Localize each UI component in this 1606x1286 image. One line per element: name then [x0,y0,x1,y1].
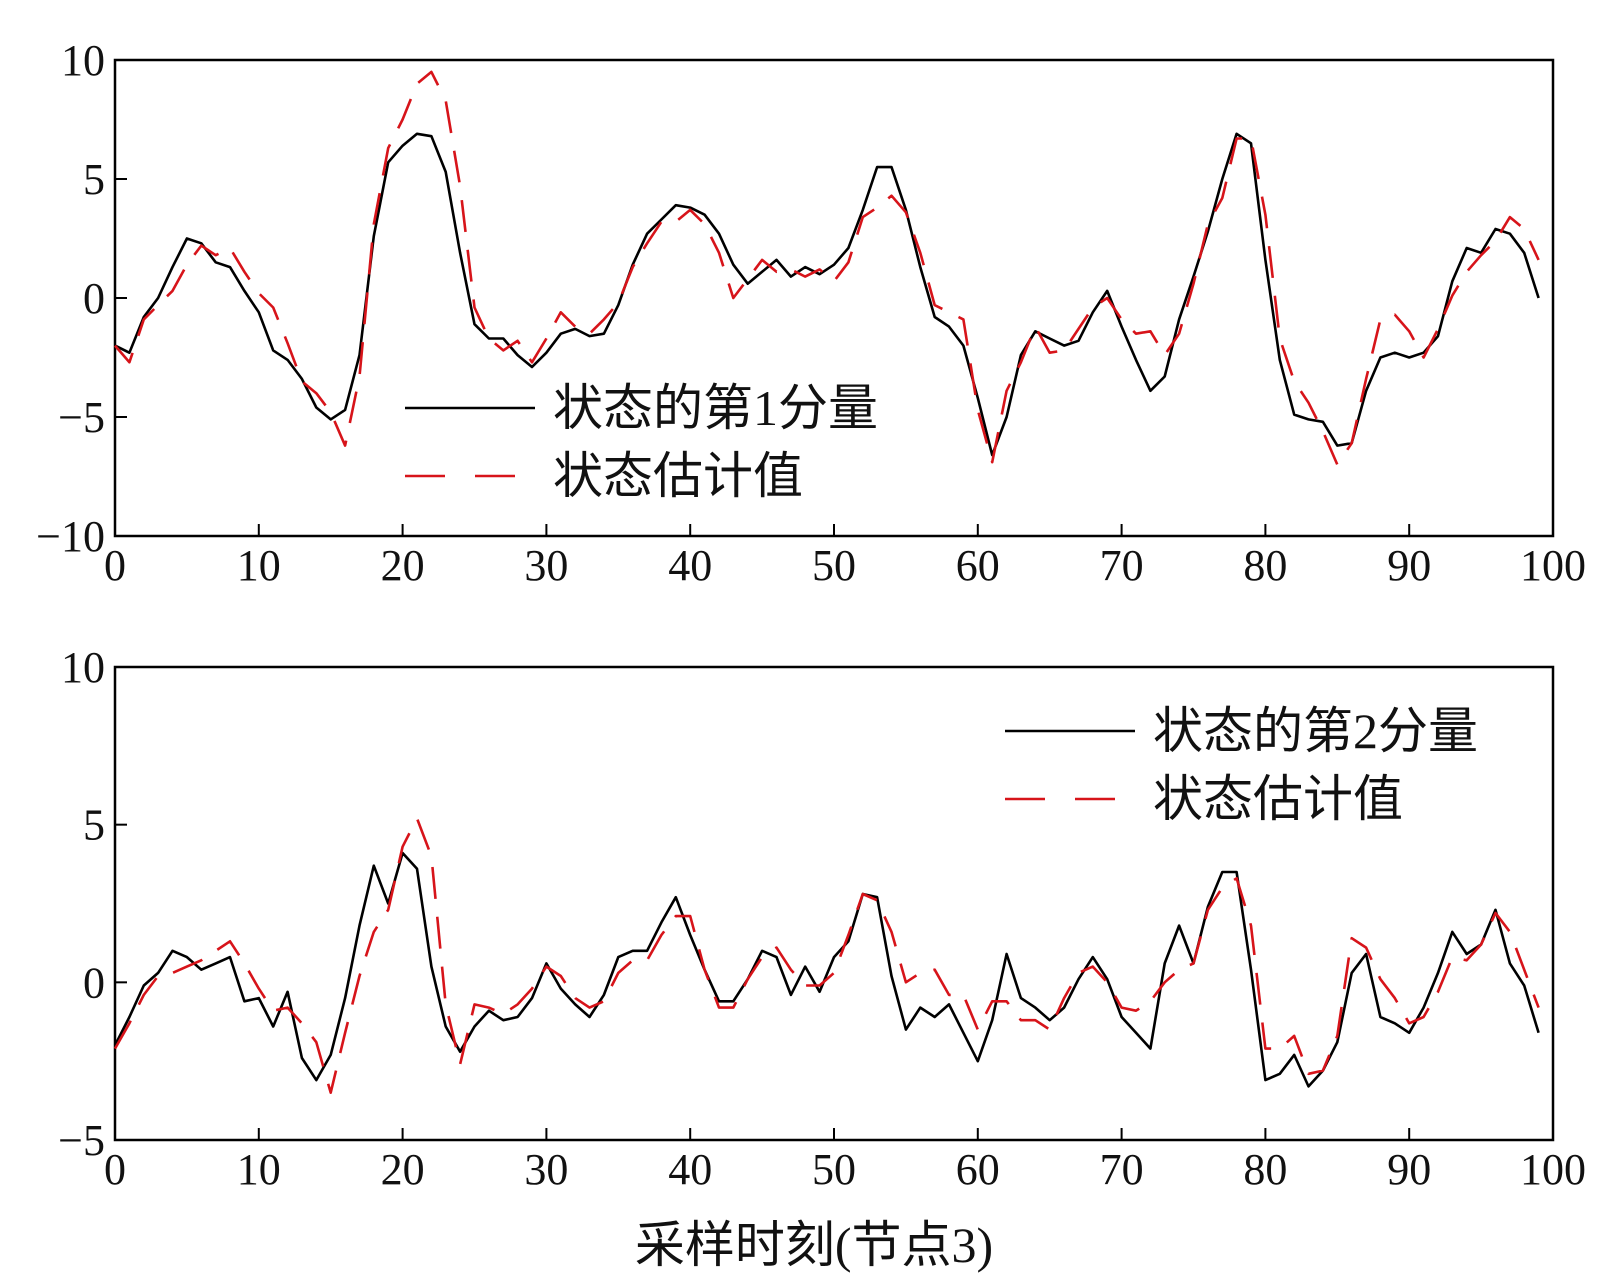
legend-label: 状态估计值 [1153,771,1403,827]
x-tick-label: 70 [1100,541,1144,590]
x-tick-label: 30 [524,1145,568,1194]
series-line-state [113,851,1540,1088]
legend-label: 状态估计值 [553,448,803,504]
x-tick-label: 40 [668,541,712,590]
legend-label: 状态的第1分量 [553,380,878,436]
y-tick-label: 5 [83,155,105,204]
x-tick-label: 0 [104,1145,126,1194]
y-tick-label: 10 [61,643,105,692]
x-tick-label: 90 [1387,541,1431,590]
chart-panel-state-component-1: 0 10 20 30 40 50 60 70 80 90 100 −10 −5 0 5 10 状态的第1分量状态… [36,36,1586,590]
x-tick-label: 20 [381,541,425,590]
x-tick-label: 50 [812,1145,856,1194]
x-tick-label: 10 [237,541,281,590]
x-tick-label: 80 [1243,1145,1287,1194]
y-tick-label: 5 [83,801,105,850]
y-tick-label: 10 [61,36,105,85]
series-line-state [114,132,1540,457]
x-tick-label: 20 [381,1145,425,1194]
x-tick-label: 0 [104,541,126,590]
x-tick-label: 70 [1100,1145,1144,1194]
y-tick-label: 0 [83,274,105,323]
series-line-estimate [113,817,1540,1094]
plot-frame [113,58,1555,538]
y-tick-label: 0 [83,958,105,1007]
y-tick-label: −5 [58,1116,105,1165]
x-tick-label: 10 [237,1145,281,1194]
x-tick-label: 100 [1520,541,1586,590]
series-line-estimate [114,70,1540,466]
x-tick-label: 100 [1520,1145,1586,1194]
x-axis-label: 采样时刻(节点3) [635,1217,993,1273]
x-tick-label: 30 [524,541,568,590]
x-tick-label: 80 [1243,541,1287,590]
x-tick-label: 40 [668,1145,712,1194]
x-tick-label: 90 [1387,1145,1431,1194]
y-tick-label: −5 [58,393,105,442]
x-tick-label: 60 [956,1145,1000,1194]
y-tick-label: −10 [36,512,105,561]
x-tick-label: 60 [956,541,1000,590]
x-tick-label: 50 [812,541,856,590]
legend-label: 状态的第2分量 [1153,703,1478,759]
